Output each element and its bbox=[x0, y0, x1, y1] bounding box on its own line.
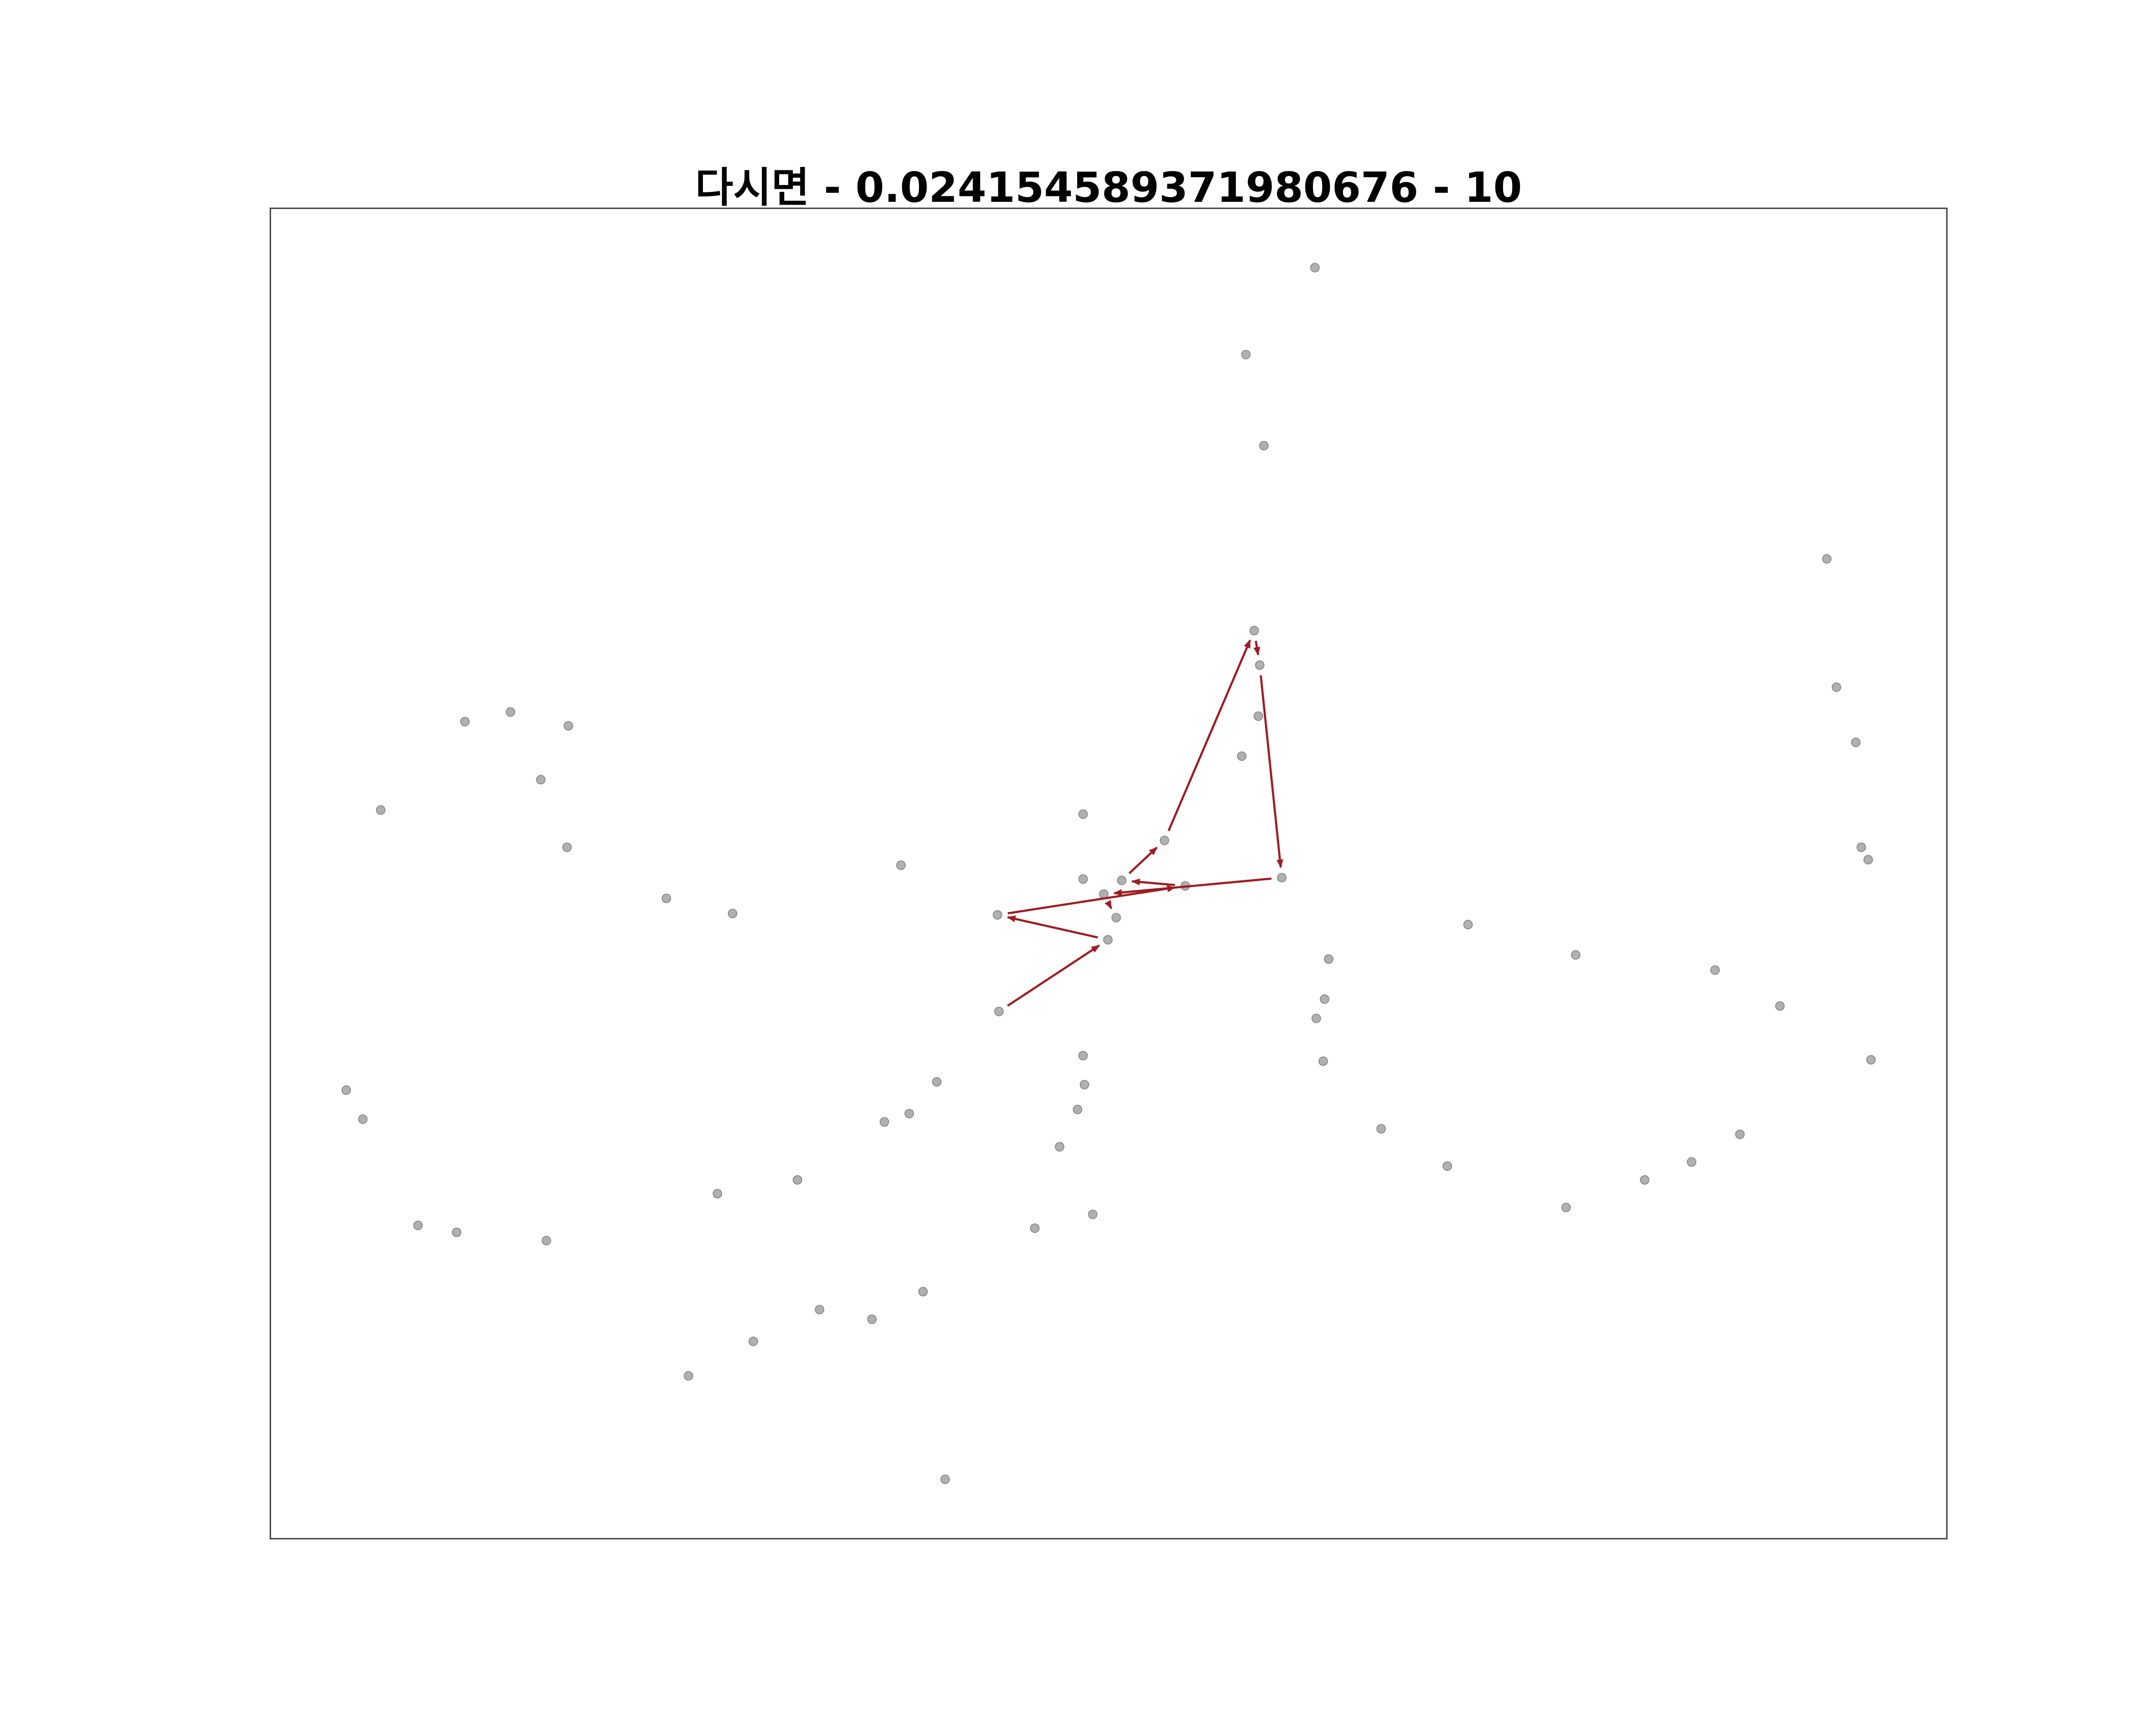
point bbox=[1775, 1001, 1785, 1011]
point bbox=[1442, 1161, 1452, 1171]
point bbox=[683, 1371, 693, 1381]
point bbox=[1866, 1055, 1876, 1065]
point bbox=[918, 1287, 928, 1297]
path-arrow bbox=[1113, 877, 1272, 896]
point bbox=[460, 717, 470, 727]
point bbox=[867, 1314, 877, 1324]
point bbox=[1319, 994, 1329, 1004]
path-arrow bbox=[1007, 885, 1176, 915]
chart-title: 다시면 - 0.024154589371980676 - 10 bbox=[695, 163, 1522, 212]
point bbox=[1159, 835, 1169, 845]
path-arrow bbox=[1167, 639, 1251, 831]
point bbox=[1078, 874, 1088, 884]
path-arrow bbox=[1006, 915, 1098, 939]
path-arrow bbox=[1128, 847, 1158, 874]
point bbox=[1255, 660, 1265, 670]
point bbox=[994, 1007, 1004, 1016]
point bbox=[376, 805, 385, 815]
point bbox=[1863, 855, 1873, 865]
path-arrow bbox=[1007, 944, 1100, 1007]
point bbox=[1030, 1223, 1040, 1233]
path-arrow bbox=[1253, 640, 1260, 656]
point bbox=[1822, 554, 1832, 564]
point bbox=[1561, 1202, 1571, 1212]
point bbox=[1253, 711, 1263, 721]
point bbox=[793, 1175, 802, 1185]
point bbox=[1832, 682, 1841, 692]
point bbox=[1310, 263, 1320, 273]
point bbox=[1111, 913, 1121, 922]
point bbox=[413, 1220, 423, 1230]
point bbox=[1259, 441, 1269, 451]
point bbox=[1710, 965, 1720, 975]
point bbox=[940, 1474, 950, 1484]
plot-frame bbox=[270, 207, 1948, 1540]
point bbox=[1237, 751, 1247, 761]
point bbox=[880, 1117, 889, 1127]
point bbox=[932, 1077, 942, 1087]
point bbox=[542, 1236, 551, 1245]
point bbox=[1735, 1129, 1745, 1139]
path-arrow bbox=[1104, 900, 1112, 910]
point bbox=[536, 775, 546, 784]
point bbox=[452, 1227, 461, 1237]
point bbox=[1103, 935, 1113, 945]
point bbox=[1241, 350, 1251, 360]
point bbox=[1078, 1051, 1088, 1060]
point bbox=[505, 707, 515, 717]
point bbox=[1376, 1124, 1386, 1134]
point bbox=[1088, 1209, 1098, 1219]
point bbox=[1055, 1142, 1065, 1152]
path-arrow bbox=[1131, 878, 1175, 886]
point bbox=[993, 910, 1003, 920]
point bbox=[1080, 1080, 1089, 1090]
point bbox=[1117, 875, 1127, 885]
point bbox=[564, 721, 573, 731]
point bbox=[1073, 1104, 1082, 1114]
point bbox=[904, 1109, 914, 1119]
point bbox=[1851, 737, 1861, 747]
point bbox=[1311, 1013, 1321, 1023]
point bbox=[562, 842, 572, 852]
point bbox=[1078, 809, 1088, 819]
point bbox=[815, 1305, 824, 1314]
path-arrow bbox=[1260, 675, 1284, 869]
point bbox=[1640, 1175, 1650, 1185]
point bbox=[1463, 919, 1473, 929]
point bbox=[661, 894, 671, 903]
point bbox=[1277, 873, 1287, 883]
point bbox=[342, 1085, 351, 1095]
point bbox=[1856, 842, 1866, 852]
point bbox=[1324, 954, 1334, 964]
point bbox=[896, 860, 906, 870]
point bbox=[1571, 950, 1581, 960]
point bbox=[1249, 626, 1259, 636]
point bbox=[358, 1114, 368, 1124]
point bbox=[1687, 1157, 1696, 1167]
point bbox=[1318, 1056, 1328, 1066]
point bbox=[728, 909, 737, 919]
point bbox=[749, 1336, 758, 1346]
point bbox=[712, 1189, 722, 1198]
